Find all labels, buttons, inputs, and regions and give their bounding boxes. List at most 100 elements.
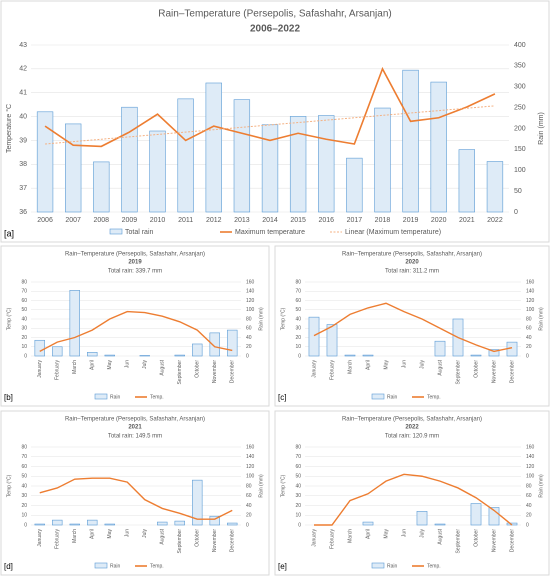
x-tick-label: January <box>37 529 43 547</box>
bar <box>233 99 251 213</box>
y2-axis-label: Rain (mm) <box>258 307 264 331</box>
x-tick-label: May <box>107 360 113 370</box>
legend-swatch <box>371 562 385 569</box>
legend-label: Total rain <box>125 229 154 236</box>
x-tick-label: 2009 <box>122 217 138 224</box>
y2-tick-label: 0 <box>246 353 249 359</box>
chart-title: Rain–Temperature (Persepolis, Safashahr,… <box>158 9 391 20</box>
bar <box>416 511 428 526</box>
chart-note: Total rain: 339.7 mm <box>108 269 162 275</box>
x-tick-label: Jun <box>401 360 407 368</box>
x-tick-label: 2006 <box>37 217 53 224</box>
y-tick-label: 40 <box>295 483 301 489</box>
y-tick-label: 80 <box>21 279 27 285</box>
x-tick-label: October <box>473 360 479 378</box>
bar <box>177 98 194 213</box>
x-tick-label: July <box>142 529 148 538</box>
x-tick-label: 2021 <box>459 217 475 224</box>
y-tick-label: 0 <box>24 353 27 359</box>
y-tick-label: 30 <box>295 326 301 332</box>
x-tick-label: April <box>365 360 371 370</box>
y2-tick-label: 80 <box>246 316 252 322</box>
y2-tick-label: 100 <box>514 167 526 174</box>
bar <box>434 523 446 526</box>
y-tick-label: 60 <box>21 298 27 304</box>
y2-tick-label: 40 <box>526 335 532 341</box>
x-tick-label: 2010 <box>150 217 166 224</box>
y-axis-label: Temp (°C) <box>280 474 286 497</box>
x-tick-label: 2017 <box>347 217 363 224</box>
y2-tick-label: 80 <box>526 483 532 489</box>
y-tick-label: 43 <box>19 42 27 49</box>
x-tick-label: 2014 <box>262 217 278 224</box>
y-tick-label: 50 <box>21 307 27 313</box>
x-tick-label: September <box>177 529 183 554</box>
chart-subtitle: 2019 <box>128 260 142 266</box>
line-series <box>45 105 495 145</box>
y2-tick-label: 40 <box>246 503 252 509</box>
legend-swatch <box>109 228 123 235</box>
y2-tick-label: 60 <box>246 493 252 499</box>
y2-axis-label: Rain (mm) <box>258 474 264 498</box>
line-series <box>39 310 233 352</box>
y-tick-label: 40 <box>21 483 27 489</box>
bar <box>227 329 238 357</box>
bar <box>402 69 419 213</box>
bar <box>87 351 98 357</box>
bar <box>121 106 138 213</box>
y-tick-label: 20 <box>21 503 27 509</box>
x-tick-label: April <box>90 360 96 370</box>
chart-note: Total rain: 311.2 mm <box>385 269 439 275</box>
line-series <box>44 66 496 148</box>
y2-tick-label: 120 <box>246 298 255 304</box>
x-tick-label: Jun <box>401 529 407 537</box>
x-tick-label: 2013 <box>234 217 250 224</box>
y2-tick-label: 40 <box>526 503 532 509</box>
x-tick-label: December <box>230 360 236 383</box>
y-tick-label: 38 <box>19 161 27 168</box>
y2-tick-label: 160 <box>246 444 255 450</box>
bar <box>362 354 374 357</box>
bar <box>470 354 482 357</box>
legend-label: Temp. <box>427 563 441 569</box>
y-tick-label: 10 <box>295 513 301 519</box>
chart-title: Rain–Temperature (Persepolis, Safashahr,… <box>65 417 205 423</box>
x-tick-label: 2008 <box>94 217 110 224</box>
panel-label: [a] <box>4 228 14 238</box>
x-tick-label: November <box>491 360 497 383</box>
x-tick-label: January <box>311 360 317 378</box>
x-tick-label: October <box>195 360 201 378</box>
x-tick-label: December <box>509 360 515 383</box>
y2-axis-label: Rain (mm) <box>538 112 545 145</box>
x-tick-label: July <box>419 360 425 369</box>
bar <box>104 354 115 357</box>
x-tick-label: April <box>90 529 96 539</box>
y-tick-label: 70 <box>21 289 27 295</box>
bar <box>174 520 185 526</box>
y2-axis-label: Rain (mm) <box>538 307 544 331</box>
panel-border <box>274 245 550 407</box>
x-tick-label: March <box>72 360 78 374</box>
y2-tick-label: 100 <box>526 474 535 480</box>
y2-tick-label: 120 <box>246 464 255 470</box>
y-tick-label: 20 <box>295 503 301 509</box>
y-tick-label: 50 <box>295 474 301 480</box>
x-tick-label: September <box>177 360 183 385</box>
bar <box>209 332 220 357</box>
x-tick-label: December <box>509 529 515 552</box>
bar <box>52 519 63 526</box>
x-tick-label: August <box>160 359 166 375</box>
chart-subtitle: 2021 <box>128 425 142 431</box>
y2-tick-label: 0 <box>526 353 529 359</box>
bar <box>87 519 98 526</box>
y-tick-label: 40 <box>19 113 27 120</box>
y-tick-label: 40 <box>295 316 301 322</box>
x-tick-label: November <box>212 360 218 383</box>
y-tick-label: 80 <box>295 444 301 450</box>
x-tick-label: 2007 <box>65 217 81 224</box>
x-tick-label: March <box>347 360 353 374</box>
chart-title: Rain–Temperature (Persepolis, Safashahr,… <box>342 252 482 258</box>
y-tick-label: 80 <box>21 444 27 450</box>
legend-label: Rain <box>110 394 121 400</box>
legend-label: Temp. <box>427 394 441 400</box>
